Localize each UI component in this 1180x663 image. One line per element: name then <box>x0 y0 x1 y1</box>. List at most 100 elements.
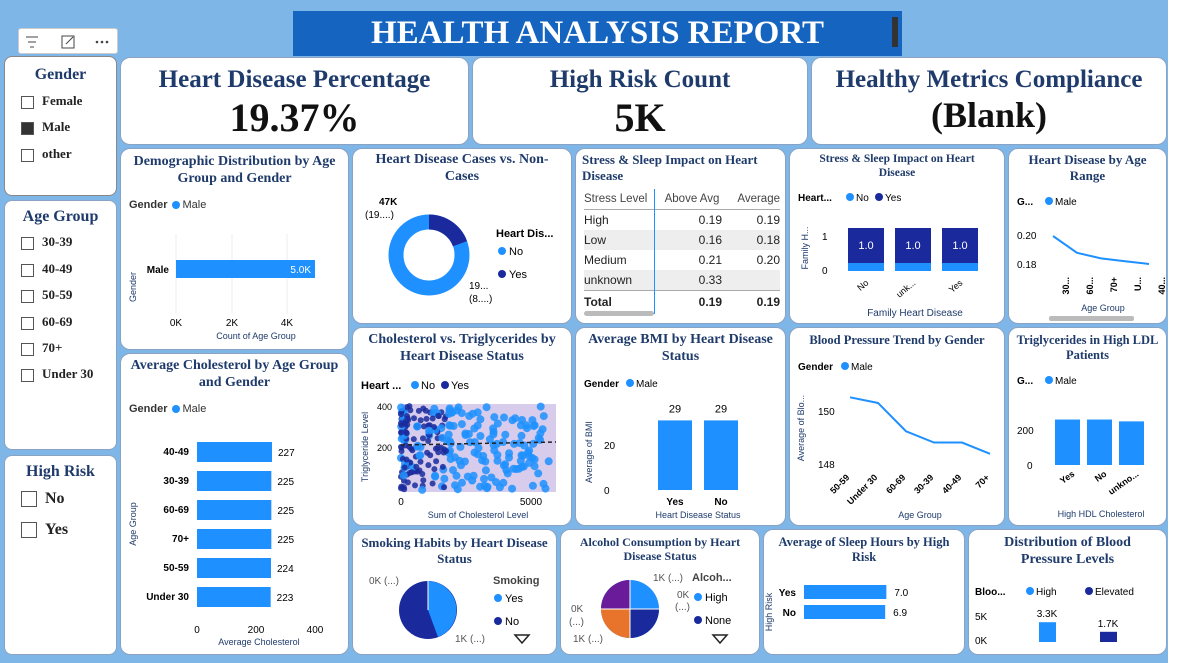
checkbox-icon[interactable] <box>21 148 34 162</box>
bpl-legend-elevated: Elevated <box>1095 587 1134 598</box>
legend-dot-icon <box>171 404 180 413</box>
checkbox-icon[interactable] <box>21 491 37 508</box>
smoking-chart[interactable]: Smoking Habits by Heart Disease Status 0… <box>352 529 557 655</box>
scatter-point <box>441 484 448 491</box>
checkbox-icon[interactable] <box>21 95 34 109</box>
triglycerides-chart[interactable]: Triglycerides in High LDL Patients G... … <box>1008 327 1167 526</box>
chol-ylabel: Age Group <box>128 502 138 546</box>
stress-table[interactable]: Stress & Sleep Impact on Heart Disease S… <box>575 148 786 324</box>
bmi-chart[interactable]: Average BMI by Heart Disease Status Gend… <box>575 327 786 526</box>
scatter-point <box>415 451 424 460</box>
scatter-trend-line <box>400 441 557 446</box>
bp-trend-chart[interactable]: Blood Pressure Trend by Gender Gender Ma… <box>789 327 1005 526</box>
cholesterol-age-chart[interactable]: Average Cholesterol by Age Group and Gen… <box>120 353 349 655</box>
stacked-bar-no <box>848 263 884 271</box>
checkbox-icon[interactable] <box>21 263 34 277</box>
checkbox-icon[interactable] <box>21 316 34 330</box>
age-option-50-59[interactable]: 50-59 <box>21 287 72 303</box>
checkbox-icon[interactable] <box>21 236 34 250</box>
stacked-ylabel: Family H... <box>800 226 810 269</box>
scatter-point <box>443 448 449 454</box>
gender-option-female[interactable]: Female <box>21 93 82 109</box>
scatter-ytick-200: 200 <box>377 443 392 453</box>
bpl-bar-label: 3.3K <box>1037 609 1058 620</box>
checkbox-checked-icon[interactable] <box>21 121 34 135</box>
filter-icon[interactable] <box>25 35 39 49</box>
scatter-point <box>440 474 449 483</box>
bmi-plot: Gender Male Average of BMI 20 0 Heart Di… <box>584 379 741 520</box>
scatter-point <box>402 442 409 449</box>
checkbox-icon[interactable] <box>21 289 34 303</box>
table-scrollbar[interactable] <box>584 311 654 316</box>
legend-dot-icon <box>694 593 702 601</box>
chol-age-plot: Age Group 0 200 400 Average Cholesterol … <box>128 442 324 647</box>
scatter-point <box>397 403 406 412</box>
bp-trend-title: Blood Pressure Trend by Gender <box>809 333 985 347</box>
stacked-title: Stress & Sleep Impact on Heart Disease <box>819 153 975 179</box>
bmi-ytick-20: 20 <box>604 441 616 452</box>
alcohol-label-left2: (...) <box>569 617 584 628</box>
trig-ytick-0: 0 <box>1027 461 1033 472</box>
scatter-point <box>530 455 539 464</box>
scatter-ylabel: Triglyceride Level <box>360 412 370 482</box>
donut-legend-title: Heart Dis... <box>496 228 553 240</box>
age-option-under-30[interactable]: Under 30 <box>21 366 93 382</box>
age-ytick-1: 0.18 <box>1017 260 1037 271</box>
trig-x-label: No <box>1093 468 1109 483</box>
bmi-xlabel: Heart Disease Status <box>655 510 741 520</box>
age-option-30-39[interactable]: 30-39 <box>21 234 72 250</box>
scatter-point <box>403 429 409 436</box>
scatter-point <box>458 478 466 487</box>
demographic-chart[interactable]: Demographic Distribution by Age Group an… <box>120 148 349 350</box>
donut-label-no: 19... <box>469 281 488 292</box>
age-legend-item: Male <box>1055 197 1077 208</box>
gender-option-other[interactable]: other <box>21 146 72 162</box>
stress-stacked-chart[interactable]: Stress & Sleep Impact on Heart Disease H… <box>789 148 1005 324</box>
bpl-legend-title: Bloo... <box>975 587 1006 598</box>
gender-option-male[interactable]: Male <box>21 119 70 135</box>
scatter-point <box>413 422 422 431</box>
stacked-legend-yes: Yes <box>885 193 901 204</box>
bp-x-label: 40-49 <box>940 472 963 495</box>
scatter-point <box>493 456 502 465</box>
age-option-60-69[interactable]: 60-69 <box>21 314 72 330</box>
sleep-chart[interactable]: Average of Sleep Hours by High Risk High… <box>763 529 965 655</box>
bmi-bar <box>658 420 692 490</box>
age-option-70plus[interactable]: 70+ <box>21 340 62 356</box>
kpi-heart-value: 19.37% <box>229 95 360 140</box>
bmi-x-label: Yes <box>666 497 684 508</box>
risk-option-yes[interactable]: Yes <box>21 521 68 539</box>
scatter-point <box>438 433 447 442</box>
demographic-title: Demographic Distribution by Age Group an… <box>133 154 336 186</box>
alcohol-title: Alcohol Consumption by Heart Disease Sta… <box>579 535 741 564</box>
risk-option-no[interactable]: No <box>21 490 65 508</box>
scatter-point <box>518 462 526 471</box>
checkbox-icon[interactable] <box>21 368 34 382</box>
smoking-legend-yes: Yes <box>505 593 523 605</box>
donut-chart[interactable]: Heart Disease Cases vs. Non-Cases 47K (1… <box>352 148 572 324</box>
bpl-bar <box>1100 631 1117 642</box>
scatter-point <box>451 481 459 490</box>
scatter-point <box>511 414 520 423</box>
scatter-legend-yes: Yes <box>451 380 469 392</box>
chol-value-label: 227 <box>278 448 295 459</box>
bp-trend-plot: Gender Male Average of Blo... 150 148 Ag… <box>796 362 991 520</box>
trig-plot: G... Male 200 0 High HDL Cholesterol Yes… <box>1017 376 1144 519</box>
scatter-chart[interactable]: Cholesterol vs. Triglycerides by Heart D… <box>352 327 572 526</box>
age-range-chart[interactable]: Heart Disease by Age Range G... Male 0.2… <box>1008 148 1167 324</box>
chol-bar <box>197 500 272 520</box>
scatter-point <box>441 416 448 423</box>
checkbox-icon[interactable] <box>21 522 37 539</box>
alcohol-chart[interactable]: Alcohol Consumption by Heart Disease Sta… <box>560 529 760 655</box>
focus-icon[interactable] <box>61 35 75 49</box>
scatter-point <box>528 481 537 490</box>
age-x-label: 70+ <box>1109 277 1119 292</box>
more-icon[interactable] <box>95 39 109 45</box>
bp-levels-chart[interactable]: Distribution of Blood Pressure Levels Bl… <box>968 529 1167 655</box>
bp-legend-item: Male <box>851 362 873 373</box>
bpl-ytick-0k: 0K <box>975 636 988 647</box>
kpi-healthy-metrics: Healthy Metrics Compliance (Blank) <box>811 57 1167 145</box>
checkbox-icon[interactable] <box>21 342 34 356</box>
scatter-point <box>419 471 426 477</box>
age-option-40-49[interactable]: 40-49 <box>21 261 72 277</box>
